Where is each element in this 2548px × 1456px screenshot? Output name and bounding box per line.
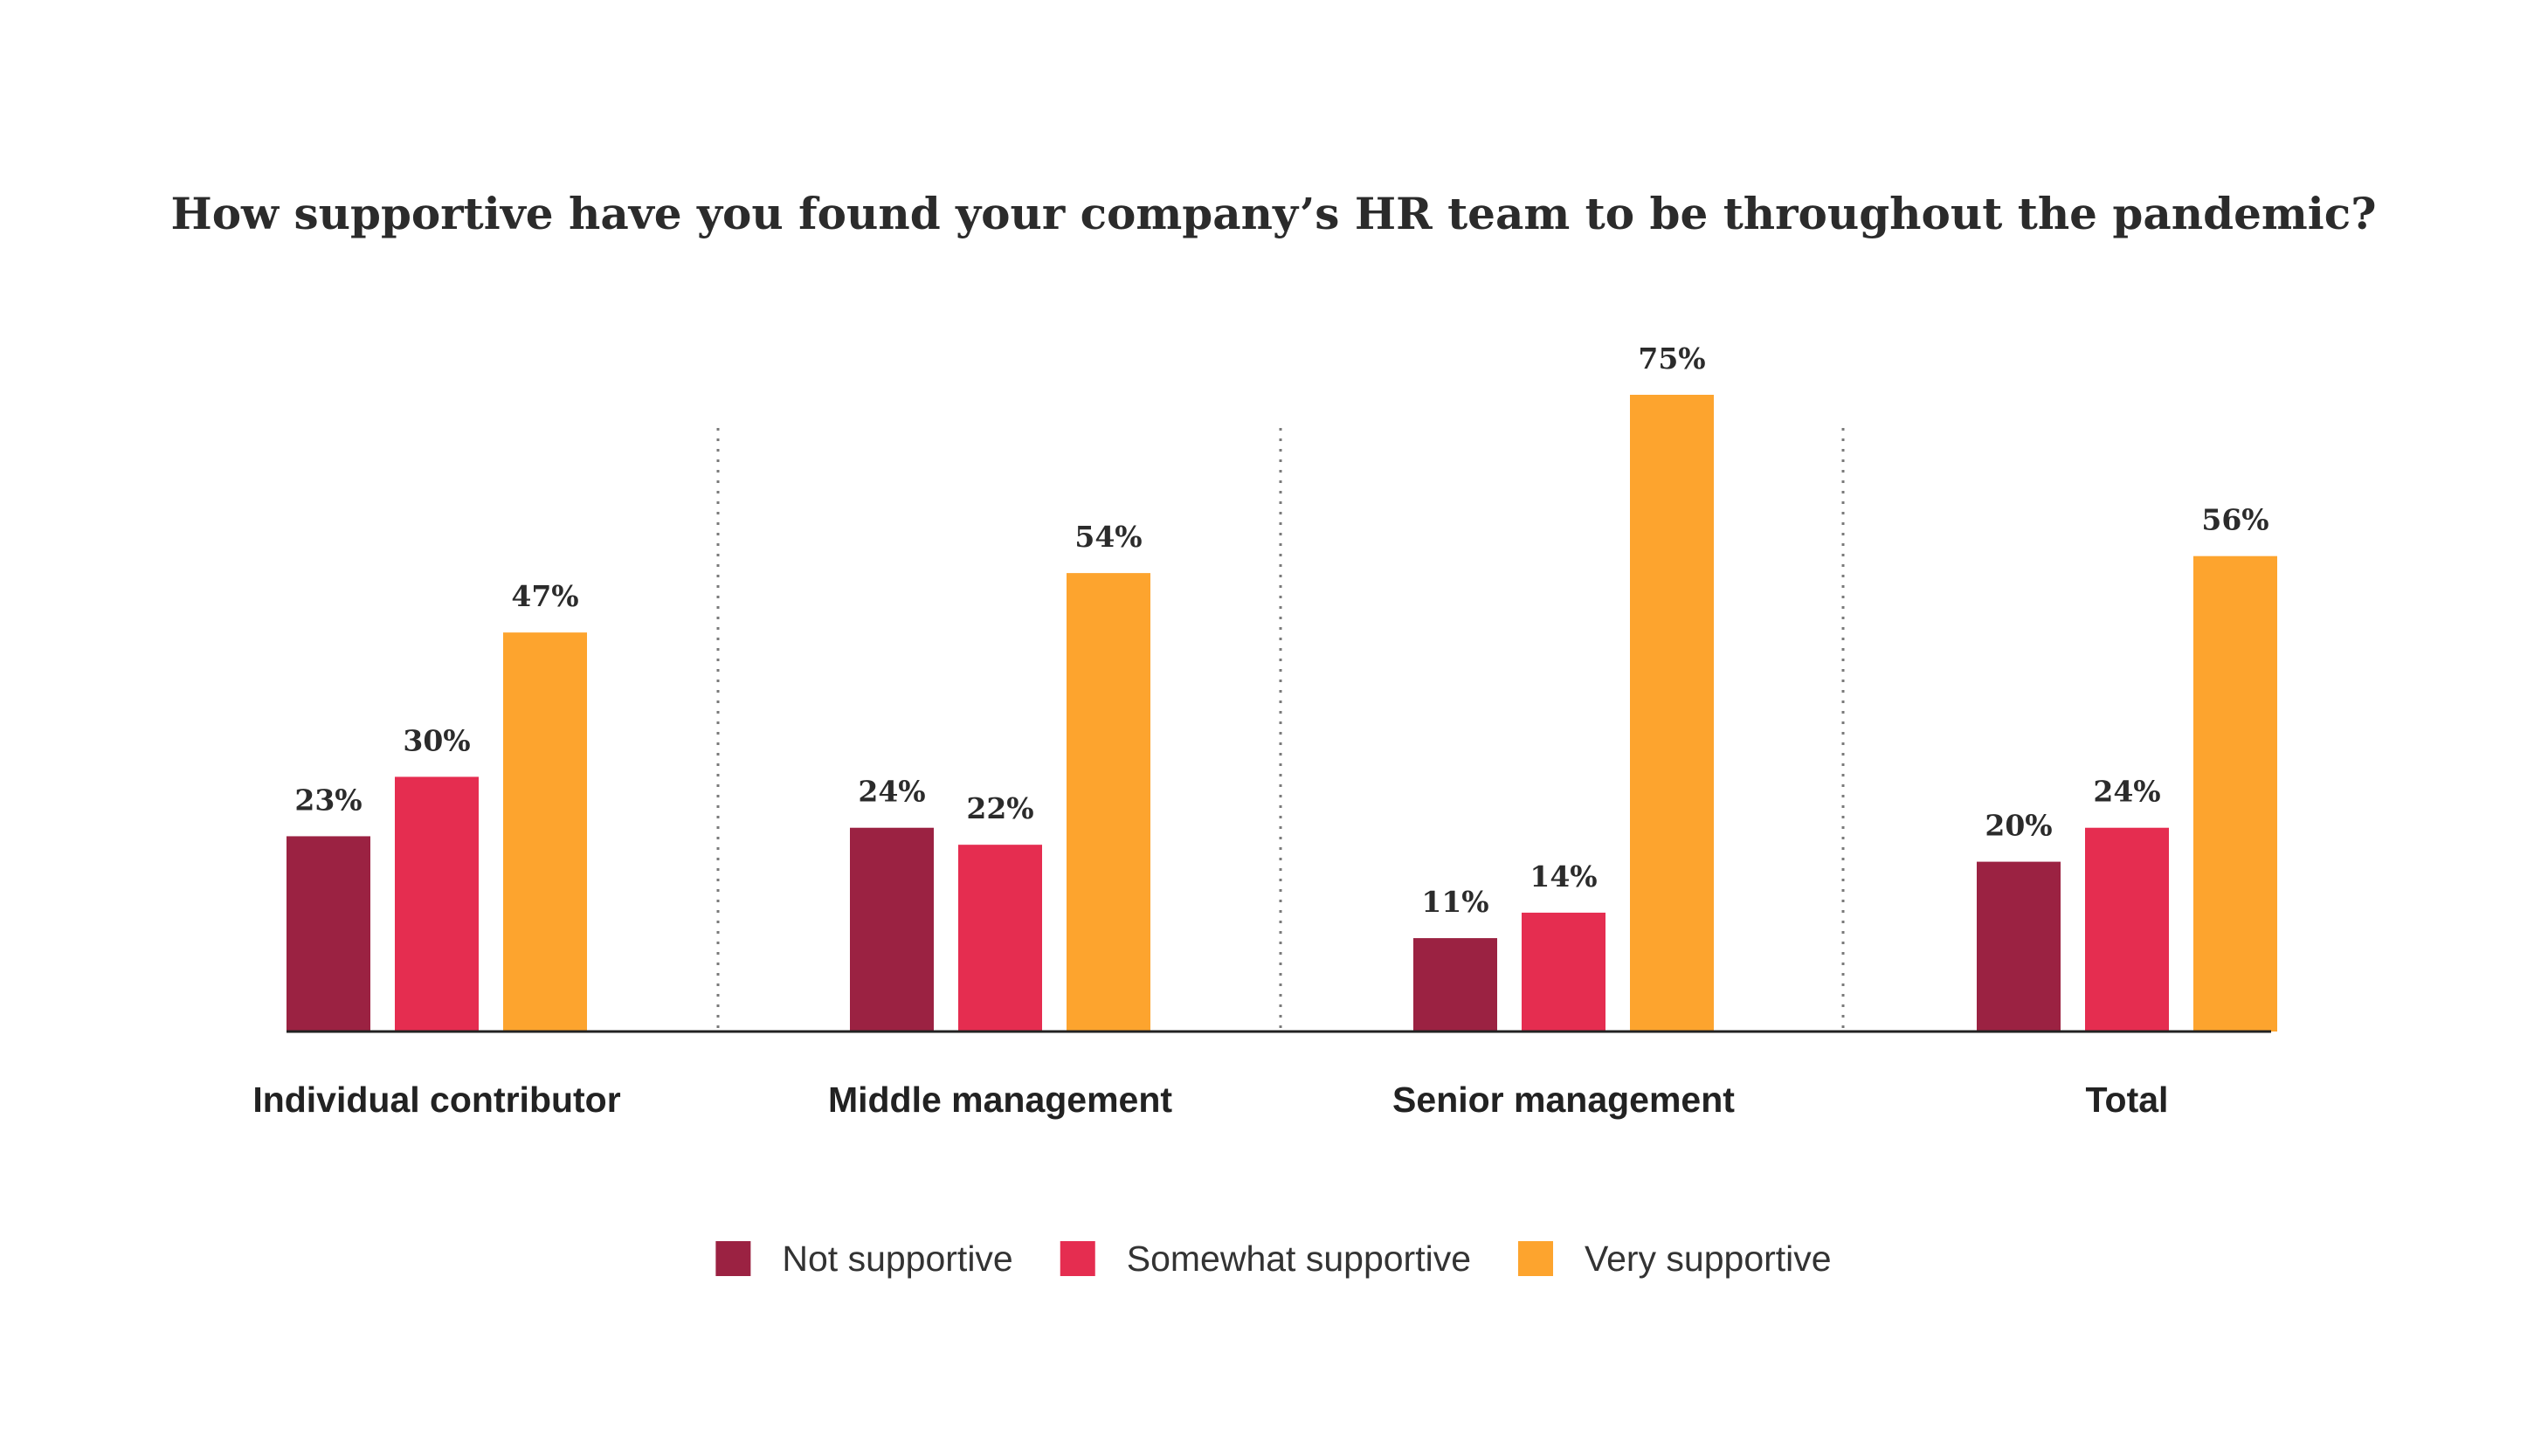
data-label: 24% [858, 775, 925, 809]
data-label: 11% [1421, 885, 1488, 919]
data-label: 75% [1638, 342, 1705, 376]
data-label: 14% [1529, 859, 1597, 894]
category-labels: Individual contributor Middle management S… [252, 1080, 2168, 1120]
category-label: Total [2086, 1080, 2169, 1120]
chart-title: How supportive have you found your compa… [170, 188, 2376, 239]
legend-item: Very supportive [1518, 1239, 1832, 1279]
data-label: 54% [1074, 520, 1142, 554]
legend-swatch [1060, 1241, 1095, 1276]
bar [503, 632, 587, 1032]
category-label: Middle management [828, 1080, 1172, 1120]
bar [287, 836, 370, 1032]
legend: Not supportive Somewhat supportive Very su… [715, 1239, 1832, 1279]
bar [1977, 861, 2061, 1032]
bars [287, 395, 2277, 1032]
bar [1413, 938, 1497, 1032]
category-label: Individual contributor [252, 1080, 620, 1120]
data-label: 56% [2201, 503, 2268, 537]
legend-swatch [1518, 1241, 1554, 1276]
bar [2193, 555, 2277, 1032]
data-label: 30% [403, 723, 470, 757]
category-label: Senior management [1392, 1080, 1735, 1120]
bar [1522, 912, 1605, 1032]
bar [1630, 395, 1714, 1032]
bar [1067, 573, 1150, 1032]
legend-item: Somewhat supportive [1060, 1239, 1471, 1279]
data-label: 22% [966, 791, 1033, 825]
data-label: 23% [294, 783, 362, 817]
legend-label: Not supportive [782, 1239, 1012, 1279]
legend-label: Very supportive [1585, 1239, 1832, 1279]
data-label: 47% [511, 579, 578, 613]
legend-label: Somewhat supportive [1127, 1239, 1471, 1279]
bar [958, 845, 1042, 1032]
data-label: 24% [2093, 775, 2160, 809]
legend-swatch [715, 1241, 751, 1276]
data-labels: 23% 30% 47% 24% 22% 54% 11% 14% 75% 20% 24% 56% [294, 342, 2268, 919]
legend-item: Not supportive [715, 1239, 1013, 1279]
data-label: 20% [1985, 809, 2052, 843]
bar [850, 827, 934, 1032]
bar [395, 776, 479, 1032]
bar [2085, 827, 2169, 1032]
